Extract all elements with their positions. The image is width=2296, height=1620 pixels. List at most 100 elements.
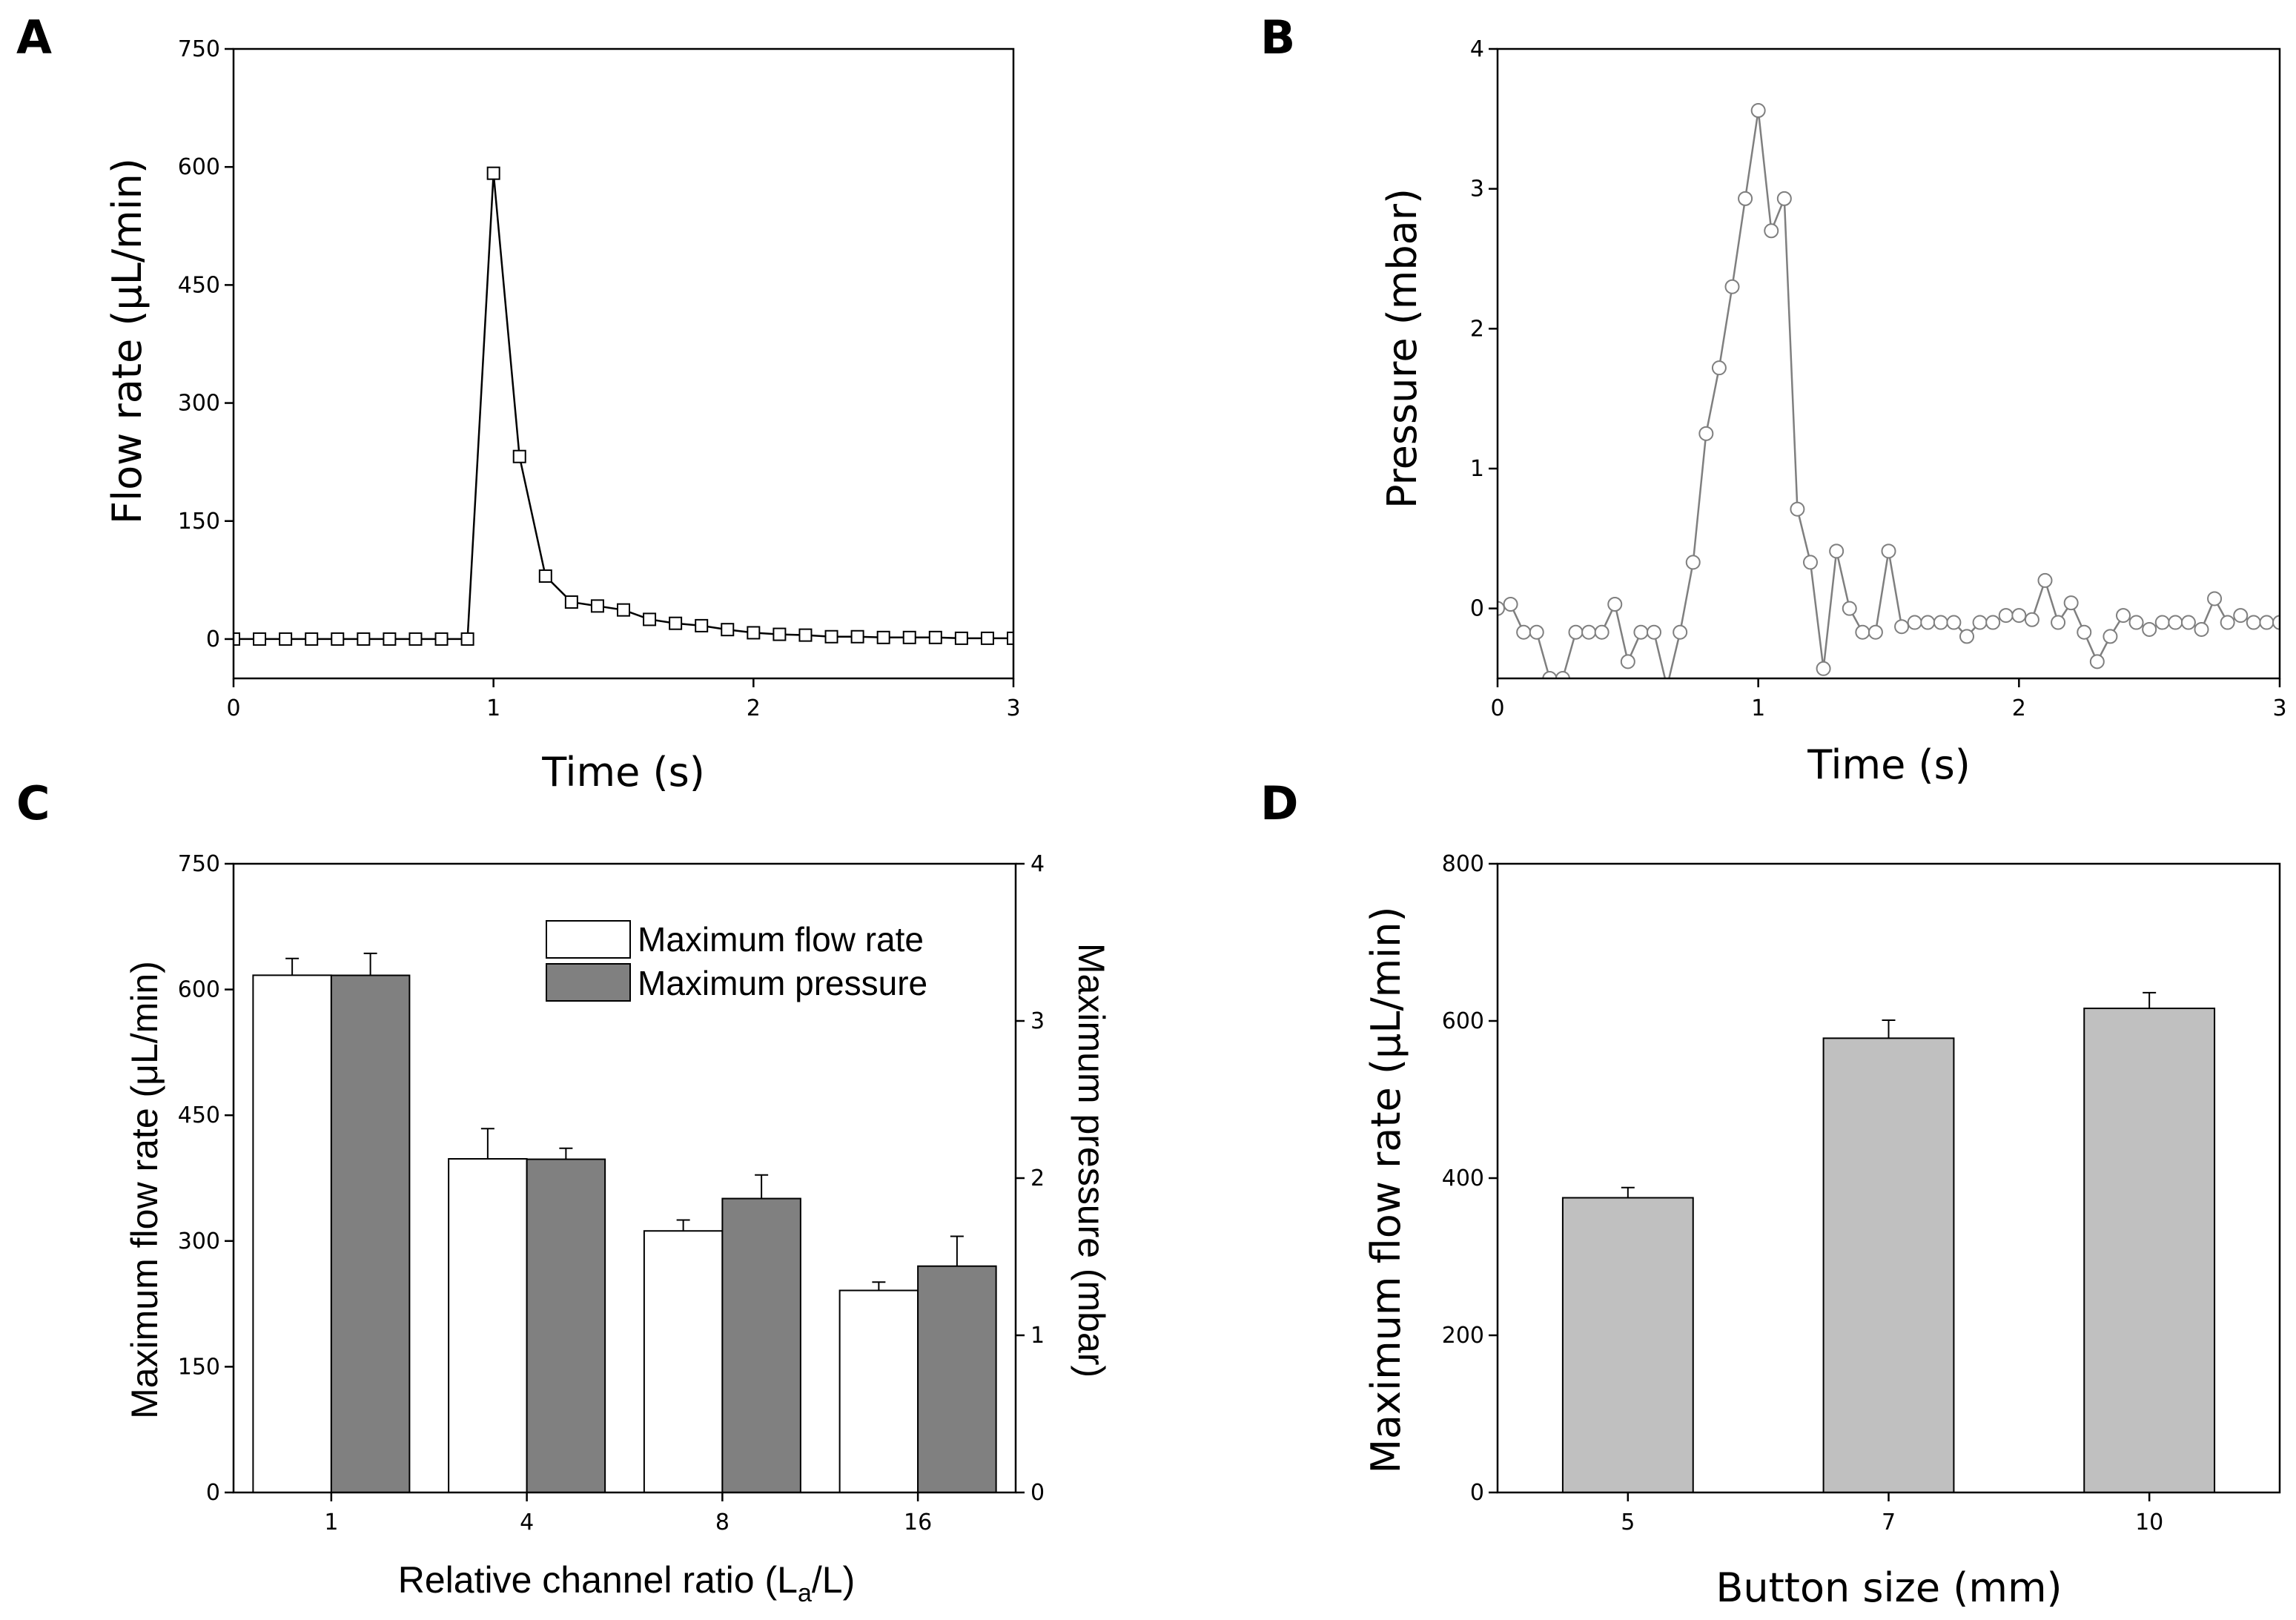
panelB-data-point [1920,615,1936,630]
panelA-data-point [538,569,552,583]
panelB-data-point [1881,543,1896,559]
panelB-data-point [2077,624,2092,640]
panelA-y-tick-label: 0 [206,626,220,652]
panelB-data-point [1620,654,1635,670]
panelA-data-point [408,632,423,646]
panelB-data-point [2051,615,2066,630]
panelA-x-tick-label: 1 [486,695,500,721]
panelB-data-point [2168,615,2183,630]
panelC-right-y-tick-label: 0 [1030,1480,1045,1506]
panelB-data-point [1842,601,1857,616]
panelA-data-point [486,166,500,180]
panelA-data-point [824,629,838,644]
panel-a-ticks: 0 150 300 450 600 750 0 1 2 3 [178,36,1021,721]
panelC-x-tick-label: 4 [520,1510,534,1535]
panelA-data-point [669,616,683,630]
panelB-data-point [2024,612,2039,627]
panelA-data-point [305,632,319,646]
panelA-series-line [234,173,1013,641]
legend-label-flow-rate: Maximum flow rate [638,920,924,959]
panelC-right-y-tick-label: 2 [1030,1166,1045,1191]
panel-d-ticks: 0 200 400 600 800 5 7 10 [1442,851,2164,1535]
panelB-y-tick-label: 0 [1470,596,1484,622]
panelB-data-point [1633,624,1649,640]
panelB-data-point [2011,608,2027,624]
panelC-pressure-bar [526,1158,606,1494]
panelA-data-point [590,599,604,613]
panelA-data-point [747,626,761,640]
panelA-x-tick-label: 2 [747,695,761,721]
panelA-data-point [643,612,657,626]
panelC-x-tick-label: 1 [324,1510,338,1535]
panel-c-x-axis-title: Relative channel ratio (La/L) [398,1559,855,1607]
legend-label-pressure: Maximum pressure [638,964,927,1002]
panel-d-x-axis-title: Button size (mm) [1716,1564,2062,1611]
panelA-x-tick-label: 3 [1006,695,1020,721]
panelD-y-tick-label: 200 [1442,1323,1484,1349]
panel-c-legend: Maximum flow rate Maximum pressure [546,920,927,1002]
panelC-flow-bar [643,1230,724,1494]
panelD-y-tick-label: 800 [1442,851,1484,877]
panelA-data-point [850,629,864,644]
panelA-data-point [695,618,709,632]
panelC-plot-frame [232,862,1017,1494]
panelB-y-tick-label: 3 [1470,176,1484,202]
panel-d-data-layer [1561,991,2216,1494]
panelB-data-point [2116,608,2131,624]
panel-c-x-axis-title-main: Relative channel ratio (L [398,1559,798,1601]
panelA-x-tick-label: 0 [226,695,240,721]
panelB-data-point [2194,621,2209,637]
panelB-y-tick-label: 2 [1470,316,1484,342]
panelC-flow-bar [252,974,332,1493]
panelA-y-tick-label: 450 [178,272,220,298]
panelA-data-point [902,630,916,644]
panelA-data-point [798,628,813,642]
panel-d-y-axis-title: Maximum flow rate (μL/min) [1363,906,1409,1473]
panelA-data-point [234,632,240,646]
panel-c-ticks: 0 150 300 450 600 750 0 1 2 3 4 1 4 8 16 [178,851,1045,1535]
panelA-y-tick-label: 300 [178,391,220,417]
panel-d-chart: 0 200 400 600 800 5 7 10 Button size (mm) Maxim… [1363,851,2281,1611]
panelA-data-point [876,630,890,644]
panelD-bar [1561,1197,1694,1493]
panelC-flow-bar [838,1289,919,1493]
panelA-data-point [460,632,474,646]
panel-b-y-axis-title: Pressure (mbar) [1379,188,1426,509]
panelD-x-tick-label: 5 [1621,1510,1635,1535]
panel-b-chart: 0 1 2 3 4 0 1 2 3 Time (s) Pressure (mbar) [1379,36,2287,788]
panelB-data-point [1711,360,1727,376]
panelC-x-tick-label: 8 [715,1510,730,1535]
panelC-pressure-bar [721,1197,801,1494]
panelB-data-point [1516,624,1532,640]
panelB-data-point [2037,572,2053,588]
panelD-bar [1822,1037,1955,1493]
panel-letter-c: C [16,776,50,830]
panelC-x-tick-label: 16 [904,1510,932,1535]
panelB-data-point [1594,624,1609,640]
panelB-data-point [1738,191,1753,206]
panelB-data-point [1647,624,1661,640]
panelB-data-point [2207,591,2223,606]
panelA-plot-frame [232,47,1015,680]
panelB-data-point [1661,680,1674,693]
panelB-data-point [1555,671,1570,678]
panelB-data-point [1946,615,1962,630]
panelC-flow-bar [448,1157,528,1493]
panelB-data-point [1503,597,1518,612]
panelA-data-point [512,449,526,463]
panelB-x-tick-label: 0 [1490,695,1504,721]
panelA-data-point [1007,631,1013,645]
panelB-data-point [1907,615,1922,630]
panelA-y-tick-label: 750 [178,36,220,62]
panelB-data-point [1673,624,1688,640]
panel-c-data-layer [252,952,997,1494]
panelB-data-point [1972,615,1988,630]
panelD-y-tick-label: 600 [1442,1008,1484,1034]
panelB-data-point [2089,654,2105,670]
panelC-right-y-tick-label: 4 [1030,851,1045,877]
panelB-data-point [1829,543,1845,559]
panelB-data-point [1933,615,1948,630]
panelB-data-point [2233,608,2249,624]
panelB-data-point [1776,191,1792,206]
